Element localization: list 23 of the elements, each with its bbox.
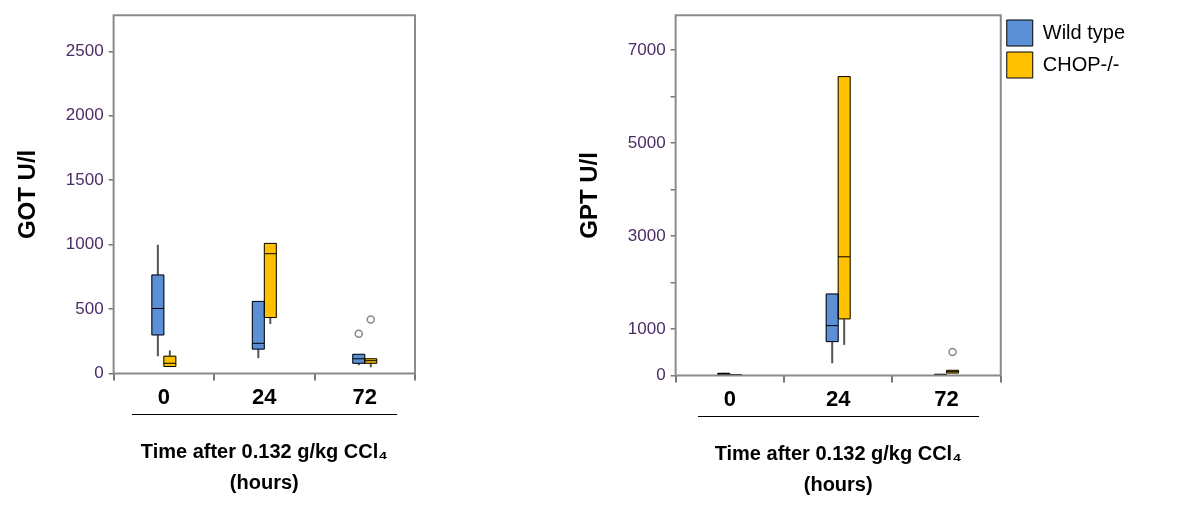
x-tick-label: 24 [825, 385, 852, 411]
x-tick-label: 0 [157, 383, 170, 409]
y-tick-label: 7000 [627, 39, 666, 59]
y-tick-label: 0 [94, 363, 104, 383]
x-tick-label: 0 [723, 385, 736, 411]
x-axis-title: Time after 0.132 g/kg CCl₄ (hours) [714, 442, 962, 496]
x-tick-label: 72 [934, 385, 959, 411]
y-axis-title: GOT U/l [13, 149, 41, 240]
legend-label: Wild type [1042, 20, 1125, 43]
y-axis-title: GPT U/l [575, 152, 603, 239]
legend-label: CHOP-/- [1042, 52, 1120, 75]
y-tick-label: 2000 [65, 105, 104, 125]
y-tick-label: 500 [75, 298, 104, 318]
x-axis-title: Time after 0.132 g/kg CCl₄ (hours) [140, 440, 388, 494]
y-tick-label: 1000 [627, 318, 666, 338]
y-tick-label: 2500 [65, 40, 104, 60]
x-tick-label: 72 [352, 383, 378, 409]
y-tick-label: 0 [656, 365, 666, 385]
y-tick-label: 5000 [627, 132, 666, 152]
x-tick-label: 24 [252, 383, 278, 409]
y-tick-label: 1000 [65, 234, 104, 254]
y-tick-label: 1500 [65, 169, 104, 189]
y-tick-label: 3000 [627, 225, 666, 245]
